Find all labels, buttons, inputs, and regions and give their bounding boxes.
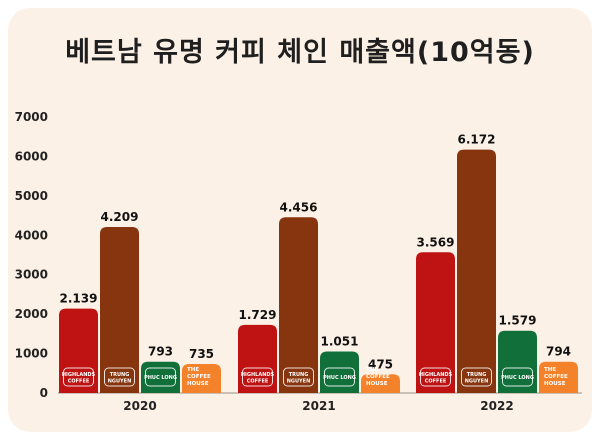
- brand-logo-text: COFFEE: [68, 379, 90, 385]
- brand-logo-text: THE: [366, 367, 378, 373]
- data-label: 6.172: [458, 133, 496, 147]
- bar: [279, 217, 318, 393]
- brand-logo-text: COFFEE: [187, 374, 211, 380]
- data-label: 1.729: [239, 308, 277, 322]
- bar: [539, 361, 578, 393]
- brand-logo-frame: [324, 367, 355, 387]
- brand-logo-text: COFFEE: [544, 374, 568, 380]
- x-tick-label: 2020: [123, 399, 156, 413]
- brand-logo-text: TRUNG: [467, 372, 487, 378]
- brand-logo-text: NGUYEN: [108, 379, 132, 385]
- y-tick-label: 4000: [15, 228, 48, 242]
- bar: [100, 227, 139, 393]
- data-label: 4.456: [280, 200, 318, 214]
- brand-logo-text: THE: [544, 367, 556, 373]
- brand-logo-frame: [104, 367, 135, 387]
- bar: [457, 149, 496, 393]
- brand-logo-text: NGUYEN: [287, 379, 311, 385]
- brand-logo-frame: [283, 367, 314, 387]
- bar: [59, 308, 98, 393]
- brand-logo-text: THE: [187, 367, 199, 373]
- bar: [238, 324, 277, 393]
- data-label: 4.209: [101, 210, 139, 224]
- brand-logo-frame: [63, 367, 94, 387]
- bar: [141, 361, 180, 393]
- brand-logo-frame: [461, 367, 492, 387]
- y-tick-label: 3000: [15, 268, 48, 282]
- y-tick-label: 0: [40, 386, 48, 400]
- brand-logo-text: HIGHLANDS: [241, 372, 275, 378]
- brand-logo-text: PHUC LONG: [323, 375, 356, 381]
- bar: [320, 351, 359, 393]
- brand-logo-text: PHUC LONG: [501, 375, 534, 381]
- x-tick-label: 2022: [480, 399, 513, 413]
- brand-logo-frame: [242, 367, 273, 387]
- brand-logo-text: COFFEE: [425, 379, 447, 385]
- brand-logo-text: COFFEE: [247, 379, 269, 385]
- brand-logo-text: NGUYEN: [465, 379, 489, 385]
- data-label: 475: [368, 357, 393, 371]
- brand-logo-text: PHUC LONG: [144, 375, 177, 381]
- y-tick-label: 5000: [15, 189, 48, 203]
- y-tick-label: 1000: [15, 347, 48, 361]
- bar: [182, 364, 221, 393]
- brand-logo-frame: [145, 367, 176, 387]
- brand-logo-text: HIGHLANDS: [62, 372, 96, 378]
- y-tick-label: 2000: [15, 307, 48, 321]
- data-label: 735: [189, 347, 214, 361]
- chart-title: 베트남 유명 커피 체인 매출액(10억동): [65, 37, 535, 68]
- brand-logo-frame: [420, 367, 451, 387]
- brand-logo-frame: [502, 367, 533, 387]
- y-tick-label: 6000: [15, 149, 48, 163]
- brand-logo-text: COFFEE: [366, 374, 390, 380]
- brand-logo-text: HOUSE: [187, 381, 209, 387]
- brand-logo-text: HIGHLANDS: [419, 372, 453, 378]
- data-label: 1.579: [499, 314, 537, 328]
- brand-logo-text: HOUSE: [544, 381, 566, 387]
- data-label: 3.569: [417, 235, 455, 249]
- data-label: 2.139: [60, 292, 98, 306]
- data-label: 794: [546, 345, 571, 359]
- brand-logo-text: HOUSE: [366, 381, 388, 387]
- x-tick-label: 2021: [302, 399, 335, 413]
- bar: [361, 374, 400, 393]
- bar: [416, 252, 455, 393]
- data-label: 1.051: [321, 335, 359, 349]
- y-tick-label: 7000: [15, 110, 48, 124]
- brand-logo-text: TRUNG: [110, 372, 130, 378]
- brand-logo-text: TRUNG: [289, 372, 309, 378]
- data-label: 793: [148, 345, 173, 359]
- bar: [498, 330, 537, 393]
